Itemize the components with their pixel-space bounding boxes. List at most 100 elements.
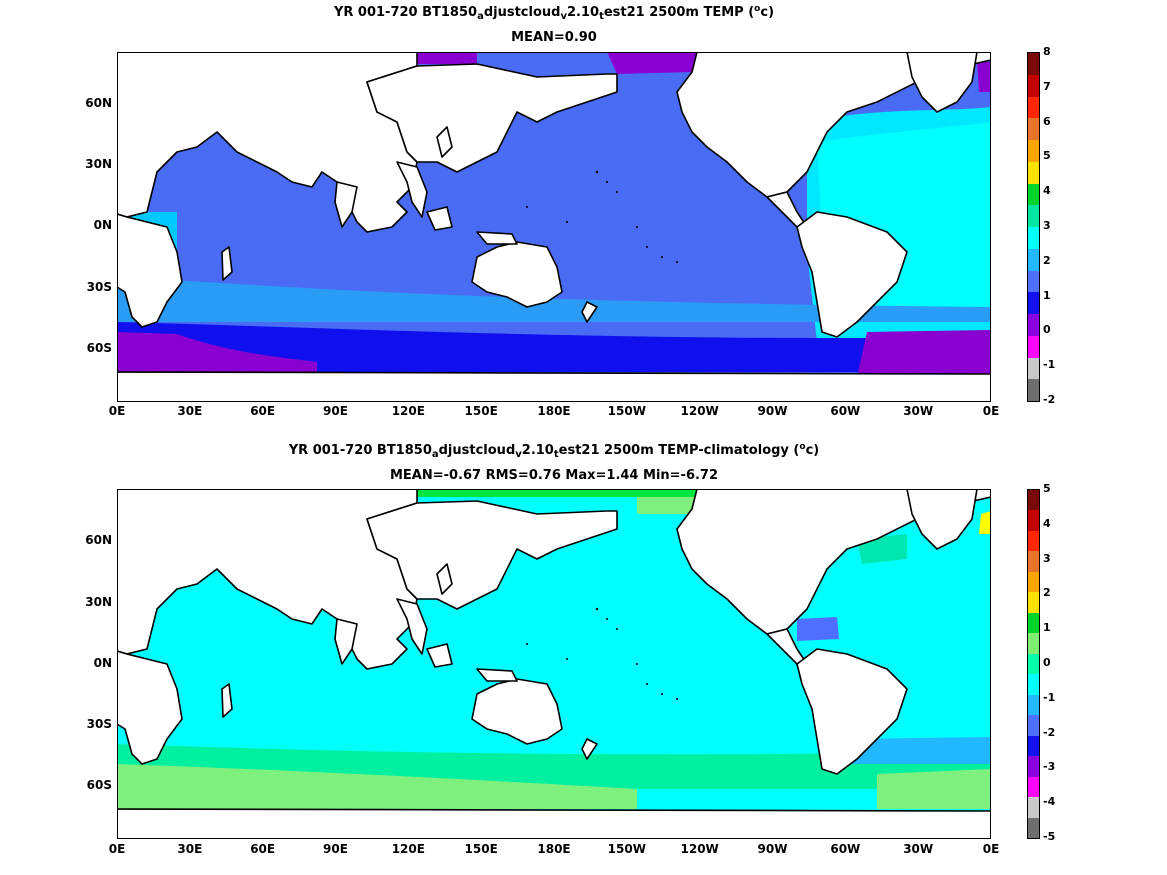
panel2-colorbar-label: 4 [1043, 516, 1051, 530]
panel2-colorbar-segment [1028, 756, 1039, 777]
southern-ocean-dark-blue [117, 322, 991, 372]
indochina [396, 598, 428, 655]
panel2-xlabel-7: 150W [607, 842, 646, 856]
panel1-xlabel-0: 0E [108, 404, 126, 418]
panel2-colorbar-segment [1028, 653, 1039, 675]
panel1-colorbar-segment [1028, 53, 1039, 75]
panel1-colorbar-label: 3 [1043, 219, 1051, 232]
panel1-colorbar-segment [1028, 74, 1039, 97]
panel2-map [117, 489, 991, 839]
panel2-ylabel-0n: 0N [93, 656, 112, 670]
panel1-ylabel-60s: 60S [86, 341, 112, 355]
japan [436, 126, 453, 158]
japan [436, 563, 453, 595]
panel1-colorbar-label: 4 [1043, 184, 1051, 198]
panel2-xlabel-10: 60W [830, 842, 861, 856]
panel2-xlabel-3: 90E [323, 842, 348, 856]
panel1-ylabel-30n: 30N [85, 157, 112, 171]
panel1-colorbar-label: 6 [1043, 114, 1051, 128]
arctic-purple-3 [977, 62, 991, 92]
panel2-colorbar-label: -2 [1043, 725, 1056, 739]
arctic-purple [607, 52, 697, 74]
africa [117, 650, 183, 765]
panel2-colorbar-segment [1028, 715, 1039, 736]
panel1-xlabel-5: 150E [464, 404, 498, 418]
south-indian-band [117, 277, 991, 322]
antarctica [117, 808, 991, 839]
panel1-colorbar-label: 5 [1043, 149, 1051, 163]
southern-green-east [877, 769, 991, 809]
panel2-colorbar-segment [1028, 694, 1039, 716]
south-america [796, 648, 908, 775]
panel2-xlabel-9: 90W [757, 842, 788, 856]
greenland [906, 52, 978, 113]
panel2-colorbar-label: 1 [1043, 621, 1051, 635]
indochina [396, 161, 428, 218]
panel1-xlabel-10: 60W [830, 404, 861, 418]
panel2-ylabel-30s: 30S [86, 717, 112, 731]
india [334, 618, 358, 665]
panel1-xlabel-11: 30W [903, 404, 934, 418]
panel2-colorbar-segment [1028, 633, 1039, 654]
africa [117, 213, 183, 328]
arctic-purple-2 [417, 52, 477, 64]
panel2-colorbar-label: 3 [1043, 551, 1051, 565]
panel1-colorbar-segment [1028, 183, 1039, 206]
panel1-title: YR 001-720 BT1850adjustcloudv2.10test21 … [333, 4, 775, 22]
panel1-ylabel-60n: 60N [85, 96, 112, 110]
arctic-light-green [637, 497, 697, 514]
antarctic-purple-east [857, 330, 991, 377]
panel2-colorbar [1027, 489, 1040, 839]
eurasia-east [366, 500, 618, 610]
india [334, 181, 358, 228]
panel2-xlabel-1: 30E [177, 842, 203, 856]
panel2-colorbar-segment [1028, 571, 1039, 593]
panel2-colorbar-segment [1028, 592, 1039, 613]
southern-green-band [117, 764, 637, 809]
panel2-colorbar-segment [1028, 510, 1039, 531]
eurasia-east [366, 63, 618, 173]
greenland [906, 489, 978, 550]
panel2-subtitle: MEAN=-0.67 RMS=0.76 Max=1.44 Min=-6.72 [389, 468, 719, 483]
panel1-subtitle: MEAN=0.90 [511, 30, 597, 45]
panel1-colorbar-segment [1028, 227, 1039, 249]
panel2-colorbar-label: 5 [1043, 482, 1051, 495]
panel1-colorbar-segment [1028, 96, 1039, 119]
panel2-xlabel-4: 120E [391, 842, 425, 856]
panel1-xlabel-6: 180E [537, 404, 571, 418]
panel1-colorbar-segment [1028, 248, 1039, 271]
panel1-colorbar-segment [1028, 118, 1039, 140]
panel2-ylabel-60s: 60S [86, 778, 112, 792]
new-guinea [476, 668, 518, 682]
panel1-xlabel-12: 0E [982, 404, 1000, 418]
panel1-xlabel-4: 120E [391, 404, 425, 418]
panel2-colorbar-label: 0 [1043, 656, 1051, 669]
panel2-colorbar-segment [1028, 551, 1039, 572]
borneo [426, 206, 453, 231]
panel1-map [117, 52, 991, 402]
panel2-colorbar-segment [1028, 776, 1039, 798]
panel2-ylabel-60n: 60N [85, 533, 112, 547]
panel1-xlabel-2: 60E [250, 404, 276, 418]
panel1-colorbar-label: 2 [1043, 253, 1051, 267]
panel2-xlabel-0: 0E [108, 842, 126, 856]
island-dots [526, 607, 678, 700]
panel1-colorbar-label: -1 [1043, 358, 1056, 372]
panel1-colorbar-label: -2 [1043, 393, 1056, 406]
panel2-colorbar-label: -4 [1043, 795, 1056, 809]
land-masses [117, 52, 991, 402]
panel2-xlabel-12: 0E [982, 842, 1000, 856]
island-dots [526, 170, 678, 263]
panel1-xlabel-9: 90W [757, 404, 788, 418]
new-zealand [581, 301, 598, 323]
panel2-colorbar-segment [1028, 797, 1039, 818]
panel2-xlabel-11: 30W [903, 842, 934, 856]
panel1-colorbar-segment [1028, 379, 1039, 401]
panel2-colorbar-label: 2 [1043, 586, 1051, 600]
panel2-xlabel-8: 120W [680, 842, 719, 856]
borneo [426, 643, 453, 668]
panel1-xlabel-7: 150W [607, 404, 646, 418]
caribbean-blue [797, 617, 839, 641]
panel2-colorbar-label: -3 [1043, 760, 1056, 774]
madagascar [221, 246, 233, 281]
